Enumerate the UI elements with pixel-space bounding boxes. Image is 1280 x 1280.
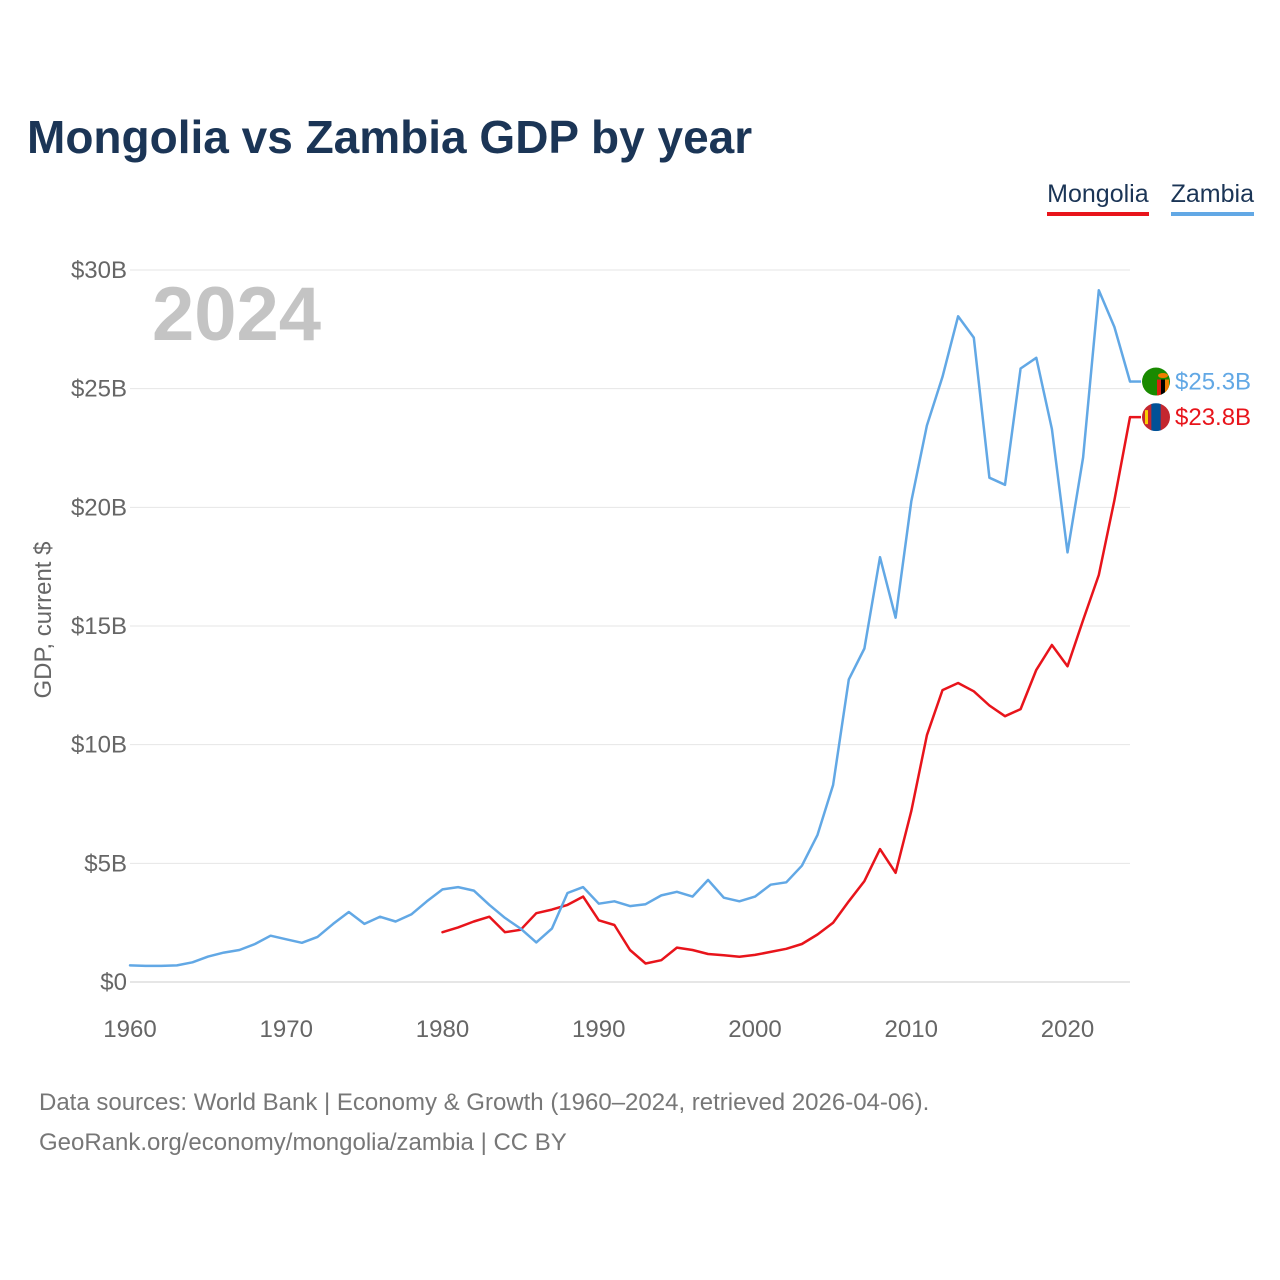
series-line-mongolia[interactable] — [441, 415, 1132, 965]
chart-title: Mongolia vs Zambia GDP by year — [27, 111, 753, 163]
x-tick-label: 2010 — [885, 1016, 938, 1043]
legend: Mongolia Zambia — [1047, 180, 1254, 216]
x-tick-label: 2000 — [728, 1016, 781, 1043]
legend-item-zambia[interactable]: Zambia — [1170, 180, 1254, 216]
x-tick-label: 1960 — [103, 1016, 156, 1043]
y-tick-label: $0 — [100, 969, 127, 996]
y-tick-label: $10B — [71, 732, 127, 759]
y-tick-label: $20B — [71, 494, 127, 521]
y-tick-label: $5B — [84, 850, 127, 877]
x-tick-label: 1970 — [260, 1016, 313, 1043]
zambia-flag — [1142, 367, 1170, 396]
x-tick-label: 1980 — [416, 1016, 469, 1043]
y-tick-label: $25B — [71, 376, 127, 403]
sources-line-2: GeoRank.org/economy/mongolia/zambia | CC… — [39, 1129, 567, 1156]
y-axis-title: GDP, current $ — [30, 542, 57, 699]
sources-line-1: Data sources: World Bank | Economy & Gro… — [39, 1089, 930, 1116]
y-tick-label: $30B — [71, 257, 127, 284]
x-tick-label: 1990 — [572, 1016, 625, 1043]
legend-item-mongolia[interactable]: Mongolia — [1047, 180, 1149, 216]
end-value-label-mongolia: $23.8B — [1175, 404, 1251, 431]
mongolia-flag — [1142, 403, 1170, 432]
y-tick-label: $15B — [71, 613, 127, 640]
x-tick-label: 2020 — [1041, 1016, 1094, 1043]
end-value-label-zambia: $25.3B — [1175, 369, 1251, 396]
series-line-zambia[interactable] — [128, 288, 1132, 968]
year-watermark: 2024 — [152, 272, 321, 357]
data-sources: Data sources: World Bank | Economy & Gro… — [39, 1083, 929, 1163]
